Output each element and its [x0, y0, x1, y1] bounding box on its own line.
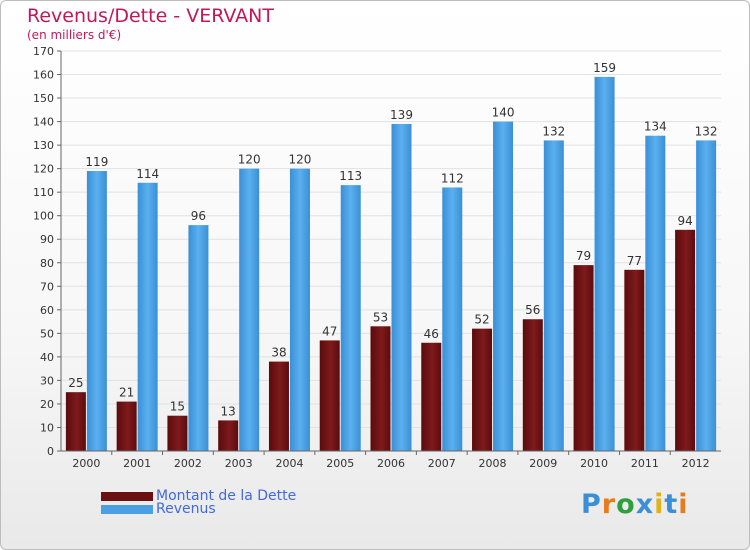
x-tick-label: 2009	[529, 457, 557, 470]
bar-dette	[522, 319, 543, 451]
data-label-dette: 52	[474, 313, 489, 327]
data-label-dette: 38	[271, 346, 286, 360]
legend-item-revenus: Revenus	[101, 501, 216, 517]
data-label-dette: 46	[424, 327, 439, 341]
bar-dette	[65, 392, 86, 451]
bar-dette	[675, 229, 696, 451]
bar-dette	[624, 269, 645, 451]
x-tick-label: 2006	[377, 457, 405, 470]
bar-revenus	[137, 182, 158, 451]
bar-revenus	[239, 168, 260, 451]
bar-revenus	[493, 121, 514, 452]
y-tick-label: 120	[33, 163, 54, 176]
bar-revenus	[289, 168, 310, 451]
x-tick-label: 2004	[275, 457, 303, 470]
data-label-revenus: 140	[492, 106, 515, 120]
bar-revenus	[442, 187, 463, 451]
bar-dette	[218, 420, 239, 451]
data-label-dette: 94	[677, 214, 692, 228]
x-tick-label: 2008	[479, 457, 507, 470]
bar-dette	[472, 328, 493, 451]
data-label-dette: 21	[119, 386, 134, 400]
data-label-revenus: 134	[644, 120, 667, 134]
bar-dette	[573, 265, 594, 451]
y-tick-label: 60	[40, 304, 54, 317]
data-label-dette: 53	[373, 310, 388, 324]
y-tick-label: 170	[33, 45, 54, 58]
data-label-dette: 25	[68, 376, 83, 390]
y-tick-label: 20	[40, 398, 54, 411]
x-tick-label: 2003	[225, 457, 253, 470]
legend-label-dette: Montant de la Dette	[156, 488, 297, 504]
y-tick-label: 40	[40, 351, 54, 364]
data-label-revenus: 119	[85, 155, 108, 169]
chart-title: Revenus/Dette - VERVANT	[27, 5, 274, 27]
y-tick-label: 130	[33, 139, 54, 152]
y-tick-label: 150	[33, 92, 54, 105]
bar-revenus	[594, 76, 615, 451]
x-tick-label: 2001	[123, 457, 151, 470]
data-label-revenus: 120	[238, 153, 261, 167]
bar-revenus	[696, 140, 717, 452]
data-label-dette: 77	[627, 254, 642, 268]
y-tick-label: 30	[40, 374, 54, 387]
bar-revenus	[645, 135, 666, 452]
legend-swatch-revenus	[101, 504, 153, 514]
bar-dette	[167, 415, 188, 451]
y-tick-label: 10	[40, 421, 54, 434]
y-tick-label: 50	[40, 327, 54, 340]
chart-subtitle: (en milliers d'€)	[27, 28, 122, 42]
data-label-dette: 47	[322, 324, 337, 338]
bar-dette	[319, 340, 340, 451]
bar-dette	[116, 401, 137, 451]
data-label-dette: 15	[170, 400, 185, 414]
bar-revenus	[543, 140, 564, 452]
data-label-revenus: 112	[441, 171, 464, 185]
data-label-dette: 13	[221, 404, 236, 418]
bar-revenus	[340, 185, 361, 451]
data-label-revenus: 159	[593, 61, 616, 75]
data-label-revenus: 132	[695, 124, 718, 138]
data-label-revenus: 120	[289, 153, 312, 167]
x-tick-label: 2011	[631, 457, 659, 470]
bar-dette	[370, 326, 391, 451]
bar-dette	[421, 342, 442, 451]
data-label-revenus: 132	[542, 124, 565, 138]
proxiti-logo: Proxiti	[581, 489, 689, 520]
y-tick-label: 80	[40, 257, 54, 270]
bar-revenus	[86, 171, 107, 451]
y-tick-label: 110	[33, 186, 54, 199]
y-tick-label: 70	[40, 280, 54, 293]
legend-item-dette: Montant de la Dette	[101, 488, 296, 504]
bar-revenus	[391, 123, 412, 452]
x-tick-label: 2012	[682, 457, 710, 470]
x-tick-label: 2000	[72, 457, 100, 470]
data-label-revenus: 139	[390, 108, 413, 122]
x-tick-label: 2010	[580, 457, 608, 470]
x-tick-label: 2002	[174, 457, 202, 470]
data-label-revenus: 114	[136, 167, 159, 181]
x-tick-label: 2005	[326, 457, 354, 470]
bar-dette	[268, 361, 289, 451]
y-tick-label: 160	[33, 69, 54, 82]
x-tick-label: 2007	[428, 457, 456, 470]
legend-swatch-dette	[101, 491, 153, 501]
y-tick-label: 140	[33, 116, 54, 129]
y-tick-label: 0	[47, 445, 54, 458]
data-label-revenus: 96	[191, 209, 206, 223]
legend-label-revenus: Revenus	[156, 501, 216, 517]
y-tick-label: 90	[40, 233, 54, 246]
bar-revenus	[188, 225, 209, 451]
data-label-dette: 56	[525, 303, 540, 317]
y-tick-label: 100	[33, 210, 54, 223]
data-label-dette: 79	[576, 249, 591, 263]
data-label-revenus: 113	[339, 169, 362, 183]
